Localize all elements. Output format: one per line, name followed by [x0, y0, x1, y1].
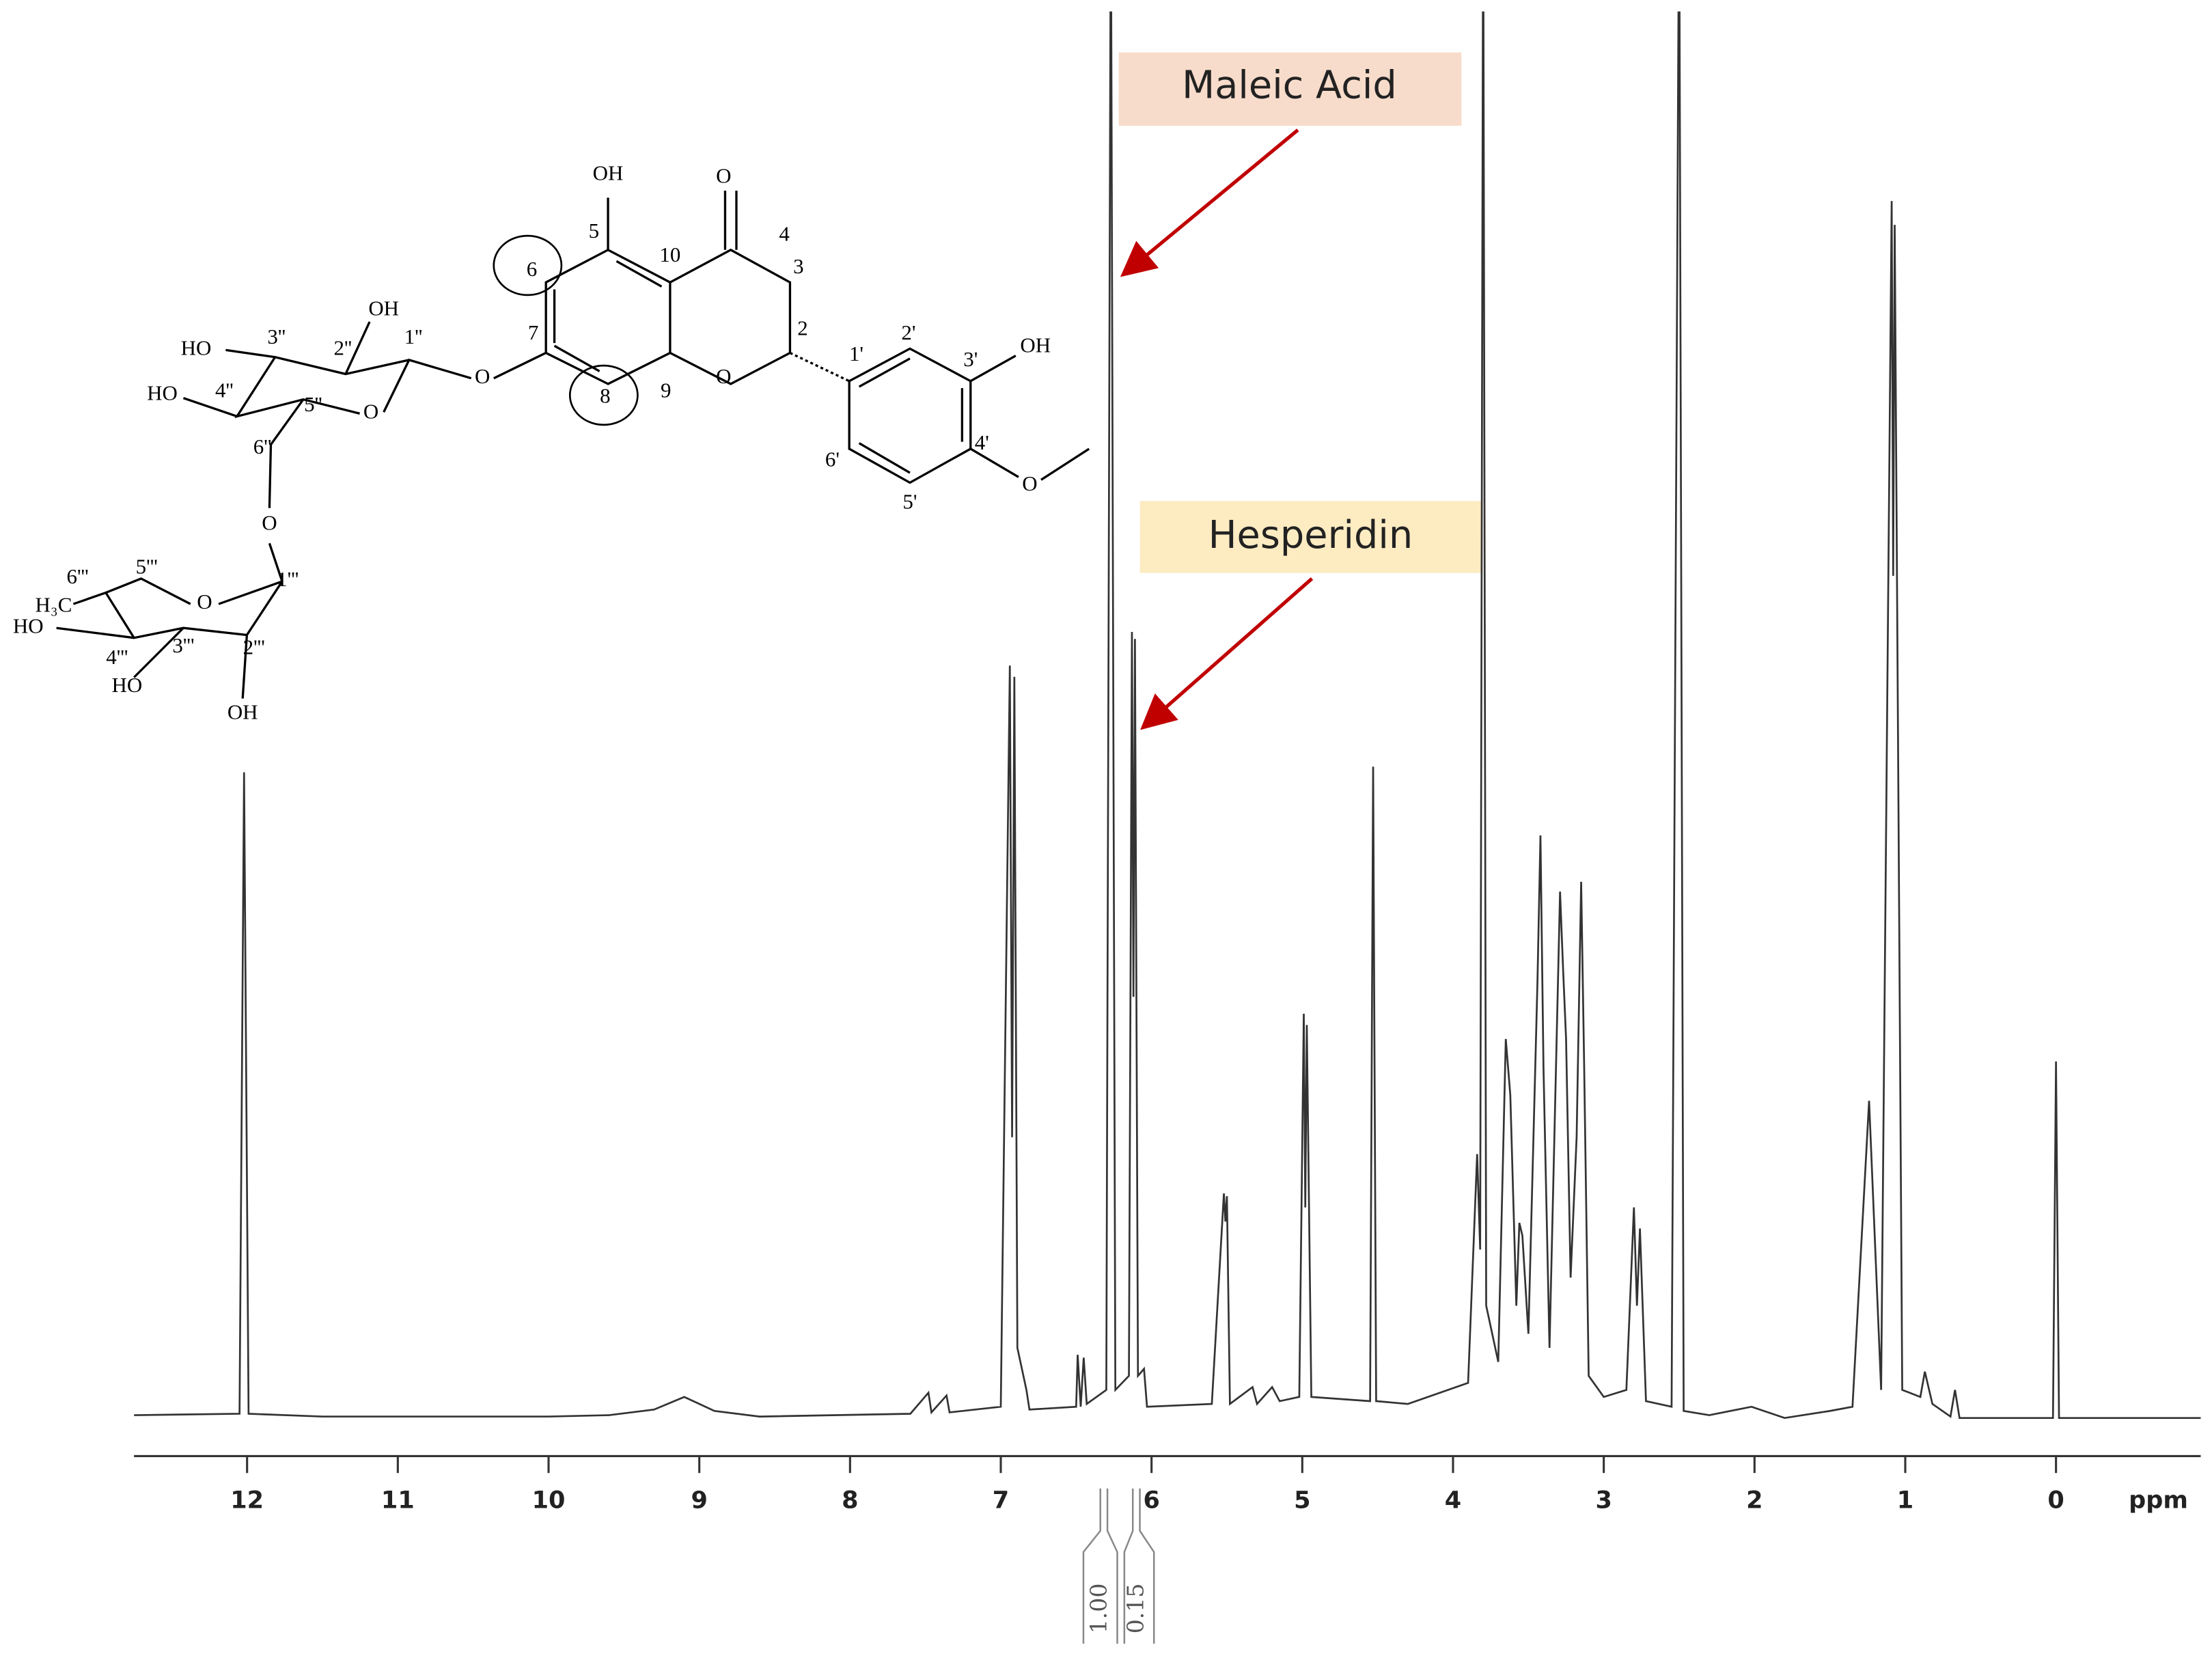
atom-label: O [475, 364, 490, 388]
atom-label: 4''' [106, 645, 128, 669]
x-tick-label: 6 [1143, 1486, 1159, 1514]
atom-label: 6'' [253, 434, 272, 458]
atom-label: O [262, 511, 277, 535]
atom-label: 4 [779, 221, 789, 245]
callouts: Maleic Acid Hesperidin [1118, 52, 1483, 730]
annotation: Hesperidin [1208, 513, 1413, 557]
x-tick-label: 11 [381, 1486, 415, 1514]
atom-label: 2 [797, 316, 807, 340]
atom-label: 2' [901, 320, 915, 344]
atom-label: O [716, 164, 731, 188]
atom-label: 3''' [172, 633, 194, 657]
x-tick-label: 9 [691, 1486, 707, 1514]
atom-label: 5 [589, 219, 599, 243]
x-tick-label: 8 [842, 1486, 858, 1514]
x-tick-label: 10 [532, 1486, 566, 1514]
arrow [1140, 577, 1314, 730]
atom-label: 6''' [66, 564, 88, 588]
atom-label: HO [147, 381, 178, 405]
atom-label: 1'' [404, 324, 423, 348]
atom-label: 1''' [277, 567, 299, 591]
atom-label: O [363, 399, 378, 423]
atom-label: 5' [902, 490, 917, 514]
atom-label: OH [593, 161, 624, 184]
x-tick-label: 4 [1445, 1486, 1461, 1514]
atom-label: 1' [849, 342, 863, 365]
atom-label: HO [13, 613, 44, 637]
atom-label: O [716, 364, 731, 388]
structure-labels: OH 5 O 4 10 3 6 7 2 9 8 O 1' 2' 3' OH 4' 6' 5' O O OH 3'' 2'' 1'… [13, 161, 1051, 723]
atom-label: 5''' [136, 555, 158, 579]
atom-label: 9 [661, 378, 671, 402]
atom-label: H₃C [36, 592, 72, 616]
atom-label: O [1022, 471, 1037, 495]
atom-label: 8 [600, 384, 610, 408]
structure-bonds [56, 191, 1090, 699]
integral-label: 1.00 [1086, 1584, 1112, 1634]
atom-label: OH [1020, 333, 1051, 357]
atom-label: 4' [975, 430, 989, 454]
annotation: Maleic Acid [1182, 63, 1397, 107]
arrow [1120, 128, 1299, 277]
atom-label: 6 [527, 257, 537, 281]
atom-label: 10 [659, 243, 680, 266]
atom-label: O [197, 590, 212, 613]
atom-label: HO [181, 336, 212, 360]
x-tick-label: 7 [993, 1486, 1009, 1514]
atom-label: 3 [793, 254, 803, 278]
x-axis-label: ppm [2129, 1486, 2188, 1514]
atom-label: 7 [528, 320, 538, 344]
x-tick-label: 12 [230, 1486, 264, 1514]
atom-label: OH [368, 296, 399, 320]
atom-label: 2''' [243, 635, 265, 659]
x-tick-label: 0 [2047, 1486, 2064, 1514]
x-tick-label: 5 [1294, 1486, 1310, 1514]
atom-label: 3'' [267, 324, 286, 348]
x-tick-label: 3 [1595, 1486, 1612, 1514]
spectrum-line [134, 11, 2201, 1420]
atom-label: 5'' [304, 392, 322, 416]
integrals: 1.00 0.15 [1082, 1488, 1155, 1644]
atom-label: 2'' [333, 336, 352, 360]
atom-label: 3' [963, 347, 978, 371]
atom-label: 6' [825, 447, 840, 471]
x-tick-label: 2 [1746, 1486, 1762, 1514]
callout-box [1118, 52, 1462, 126]
callout-box [1139, 501, 1483, 573]
atom-label: OH [227, 700, 258, 723]
integral-label: 0.15 [1122, 1584, 1148, 1634]
atom-label: 4'' [215, 378, 234, 402]
x-tick-label: 1 [1897, 1486, 1913, 1514]
atom-label: HO [111, 673, 142, 697]
